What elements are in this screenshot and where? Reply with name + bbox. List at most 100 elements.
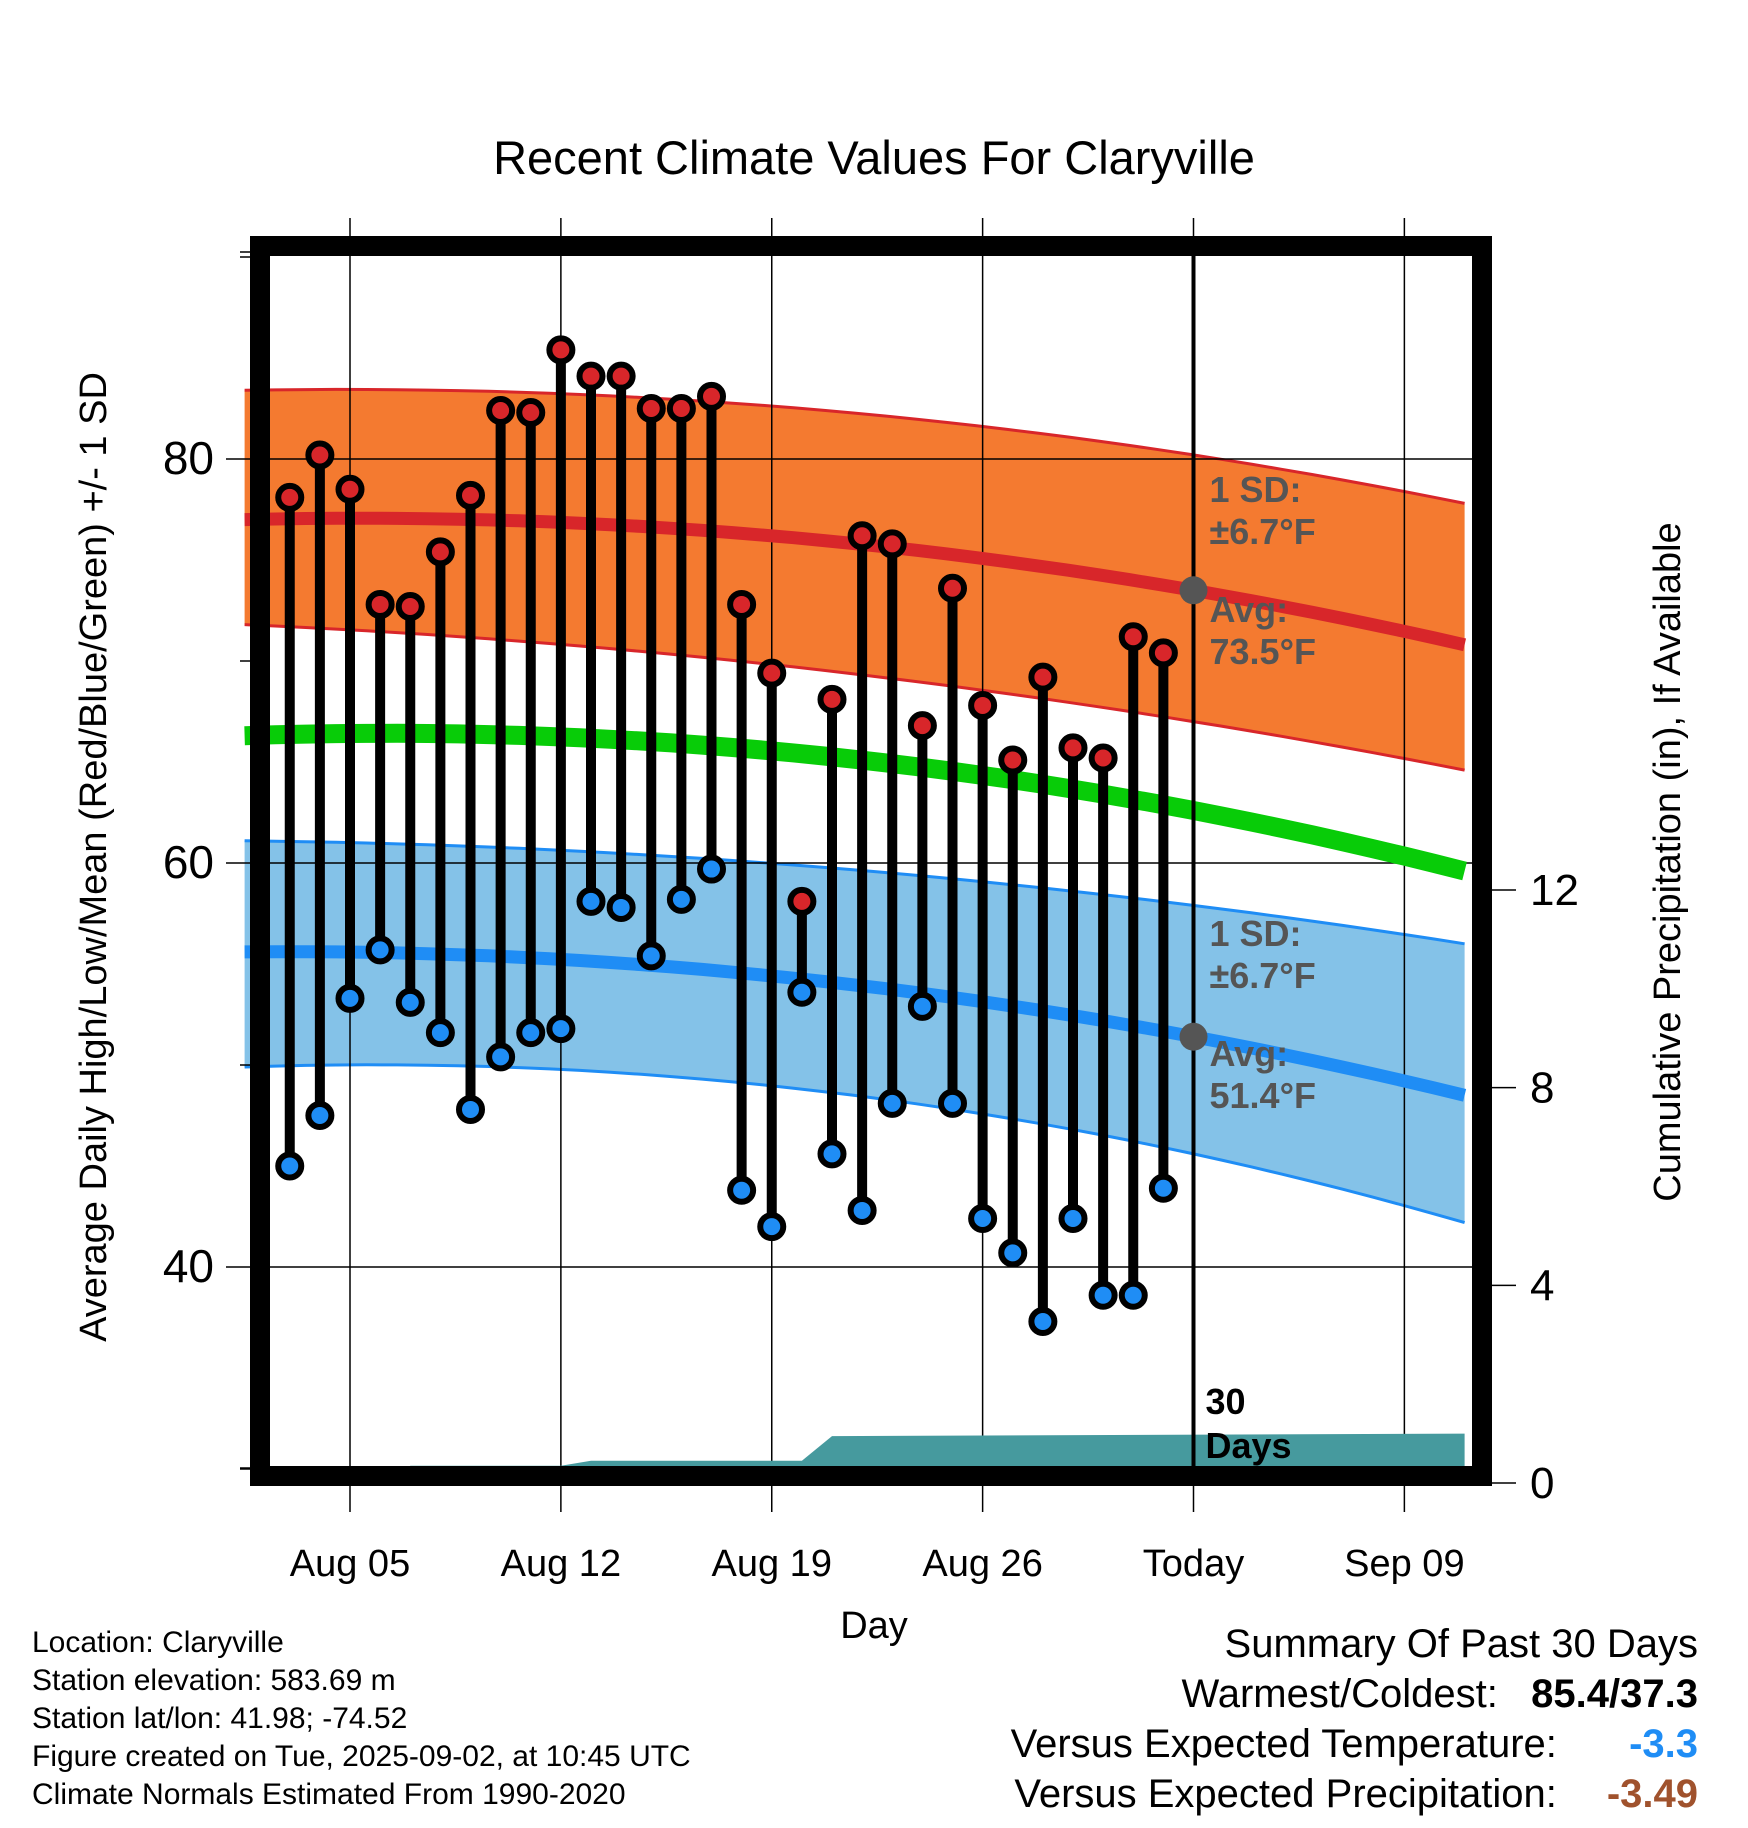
obs-low-point <box>697 854 726 884</box>
today-high-avg-marker <box>1179 576 1208 605</box>
temp-anomaly-label: Versus Expected Temperature: <box>1010 1722 1557 1766</box>
obs-high-point <box>606 361 636 391</box>
obs-high-point <box>666 394 696 423</box>
days-count-label: 30 <box>1206 1381 1246 1422</box>
obs-high-point <box>1088 743 1118 773</box>
obs-low-point <box>1058 1204 1088 1234</box>
x-tick-label: Today <box>1143 1543 1244 1585</box>
y-tick-label: 80 <box>163 432 214 484</box>
obs-high-point <box>305 440 335 470</box>
elevation-text: Station elevation: 583.69 m <box>32 1664 396 1697</box>
obs-low-point <box>1028 1307 1058 1337</box>
high-sd-band <box>244 389 1465 771</box>
obs-high-point <box>968 690 998 720</box>
low-avg-annotation-0: Avg: <box>1210 1033 1289 1074</box>
x-tick-label: Aug 26 <box>922 1543 1042 1585</box>
obs-low-point <box>576 886 606 916</box>
station-info: Location: Claryville Station elevation: … <box>32 1624 691 1814</box>
days-unit-label: Days <box>1206 1425 1292 1466</box>
summary-title: Summary Of Past 30 Days <box>1224 1622 1698 1666</box>
x-tick-label: Sep 09 <box>1344 1543 1464 1585</box>
low-sd-annotation-1: ±6.7°F <box>1210 955 1316 996</box>
obs-low-point <box>606 892 636 922</box>
x-tick-label: Aug 05 <box>290 1543 410 1585</box>
obs-high-point <box>516 398 546 428</box>
obs-low-point <box>877 1088 907 1118</box>
obs-high-point <box>1148 638 1178 668</box>
summary-warmest-coldest: Warmest/Coldest: 85.4/37.3 <box>1181 1672 1698 1717</box>
obs-low-point <box>486 1042 516 1072</box>
low-avg-annotation-1: 51.4°F <box>1210 1075 1316 1116</box>
latlon-text: Station lat/lon: 41.98; -74.52 <box>32 1702 408 1735</box>
location-text: Location: Claryville <box>32 1626 284 1659</box>
obs-low-point <box>666 884 696 914</box>
low-sd-annotation-0: 1 SD: <box>1210 913 1302 954</box>
obs-low-point <box>546 1014 576 1044</box>
obs-high-point <box>938 573 967 603</box>
y2-tick-label: 8 <box>1530 1064 1554 1113</box>
x-tick-label: Aug 19 <box>712 1543 832 1585</box>
temp-anomaly-value: -3.3 <box>1629 1722 1698 1766</box>
obs-low-point <box>456 1094 485 1124</box>
obs-high-point <box>486 396 516 426</box>
obs-high-point <box>1058 733 1088 763</box>
y2-tick-label: 0 <box>1530 1459 1554 1508</box>
obs-high-point <box>998 745 1028 775</box>
obs-low-point <box>636 941 666 971</box>
obs-low-point <box>365 935 395 965</box>
obs-low-point <box>998 1238 1028 1268</box>
chart-title: Recent Climate Values For Claryville <box>493 131 1255 184</box>
obs-high-point <box>847 521 877 551</box>
normal-low-line <box>244 945 1467 1102</box>
today-low-avg-marker <box>1179 1022 1208 1051</box>
obs-high-point <box>636 394 666 423</box>
obs-high-point <box>757 658 787 688</box>
obs-high-point <box>456 480 485 510</box>
obs-high-point <box>1118 622 1148 652</box>
plot-frame <box>250 236 1492 1486</box>
obs-high-point <box>335 474 365 504</box>
obs-low-point <box>787 977 817 1007</box>
obs-low-point <box>425 1018 455 1048</box>
normal-mean-line <box>244 723 1467 881</box>
summary-precip-row: Versus Expected Precipitation: -3.49 <box>1014 1772 1698 1817</box>
normals-text: Climate Normals Estimated From 1990-2020 <box>32 1778 626 1811</box>
obs-low-point <box>907 991 937 1021</box>
obs-low-point <box>275 1151 305 1181</box>
x-tick-label: Aug 12 <box>501 1543 621 1585</box>
obs-high-point <box>907 711 937 741</box>
obs-high-point <box>877 529 907 559</box>
low-band-upper-edge <box>244 839 1465 946</box>
precip-anomaly-value: -3.49 <box>1606 1772 1698 1816</box>
high-avg-annotation-0: Avg: <box>1210 589 1289 630</box>
obs-low-point <box>938 1088 967 1118</box>
obs-low-point <box>847 1195 877 1225</box>
high-band-lower-edge <box>244 623 1465 772</box>
obs-low-point <box>727 1175 757 1205</box>
y2-tick-label: 4 <box>1530 1261 1554 1310</box>
obs-high-point <box>275 482 305 512</box>
obs-high-point <box>425 537 455 567</box>
obs-low-point <box>516 1018 546 1048</box>
obs-low-point <box>757 1212 787 1242</box>
high-sd-annotation-0: 1 SD: <box>1210 469 1302 510</box>
obs-low-point <box>968 1204 998 1234</box>
y2-tick-label: 12 <box>1530 866 1579 915</box>
high-sd-annotation-1: ±6.7°F <box>1210 511 1316 552</box>
obs-high-point <box>546 335 576 365</box>
obs-low-point <box>1088 1280 1118 1310</box>
precip-anomaly-label: Versus Expected Precipitation: <box>1014 1772 1557 1816</box>
obs-high-point <box>727 589 757 619</box>
obs-low-point <box>1118 1280 1148 1310</box>
y-tick-label: 60 <box>163 836 214 888</box>
obs-high-point <box>817 684 847 714</box>
x-axis-label: Day <box>840 1605 908 1647</box>
y-axis-label: Average Daily High/Low/Mean (Red/Blue/Gr… <box>73 372 115 1342</box>
obs-low-point <box>395 987 425 1017</box>
summary-temp-row: Versus Expected Temperature: -3.3 <box>1011 1722 1698 1767</box>
obs-high-point <box>787 886 817 916</box>
obs-high-point <box>1028 662 1058 692</box>
obs-low-point <box>1148 1173 1178 1203</box>
low-band-lower-edge <box>244 1063 1466 1225</box>
